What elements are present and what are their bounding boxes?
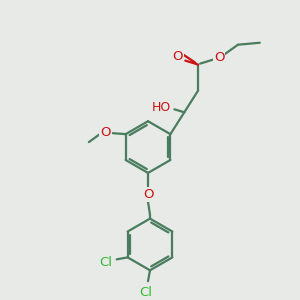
Text: O: O [100,126,111,139]
Text: O: O [214,51,224,64]
Text: Cl: Cl [99,256,112,269]
Text: HO: HO [152,101,171,114]
Text: O: O [143,188,153,201]
Text: O: O [172,50,183,63]
Text: Cl: Cl [140,286,152,299]
